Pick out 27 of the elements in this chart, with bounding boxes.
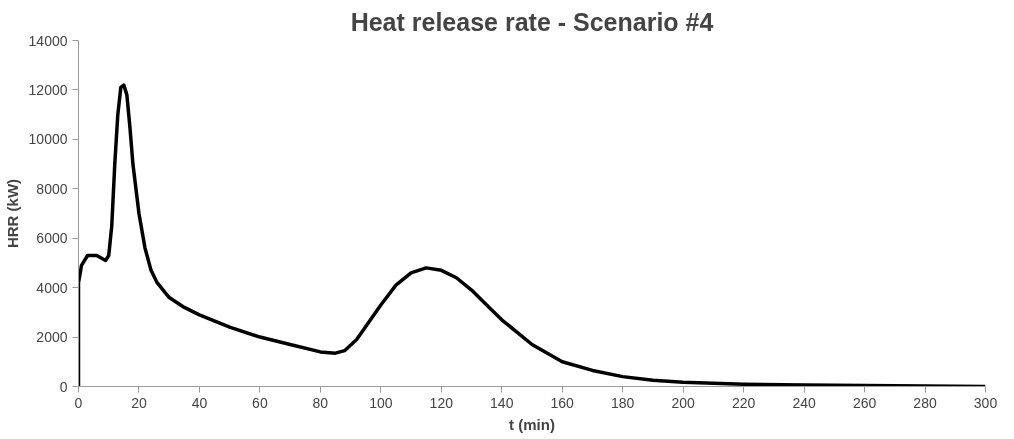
x-tick-label: 100 xyxy=(369,394,393,411)
y-tick-label: 4000 xyxy=(36,279,68,296)
x-tick-label: 180 xyxy=(611,394,635,411)
y-tick-label: 0 xyxy=(59,378,68,395)
x-tick-label: 80 xyxy=(312,394,329,411)
y-tick-label: 12000 xyxy=(28,81,68,98)
x-tick-label: 280 xyxy=(913,394,937,411)
x-tick-label: 260 xyxy=(852,394,877,411)
chart-title: Heat release rate - Scenario #4 xyxy=(350,7,714,36)
x-tick-label: 240 xyxy=(792,394,816,411)
x-tick-label: 20 xyxy=(131,394,147,411)
x-axis-title: t (min) xyxy=(509,415,555,433)
x-tick-label: 40 xyxy=(191,394,208,411)
y-tick-label: 8000 xyxy=(36,180,68,197)
x-tick-label: 200 xyxy=(671,394,696,411)
x-tick-label: 120 xyxy=(429,394,454,411)
y-tick-label: 6000 xyxy=(36,230,68,247)
y-tick-label: 10000 xyxy=(28,131,68,148)
x-tick-label: 160 xyxy=(550,394,575,411)
x-tick-label: 60 xyxy=(252,394,268,411)
x-tick-label: 140 xyxy=(490,394,514,411)
x-tick-label: 300 xyxy=(973,394,998,411)
y-tick-label: 14000 xyxy=(28,32,68,49)
x-tick-label: 220 xyxy=(731,394,756,411)
x-tick-label: 0 xyxy=(74,394,83,411)
y-axis-title: HRR (kW) xyxy=(3,178,21,249)
y-tick-label: 2000 xyxy=(36,329,68,346)
